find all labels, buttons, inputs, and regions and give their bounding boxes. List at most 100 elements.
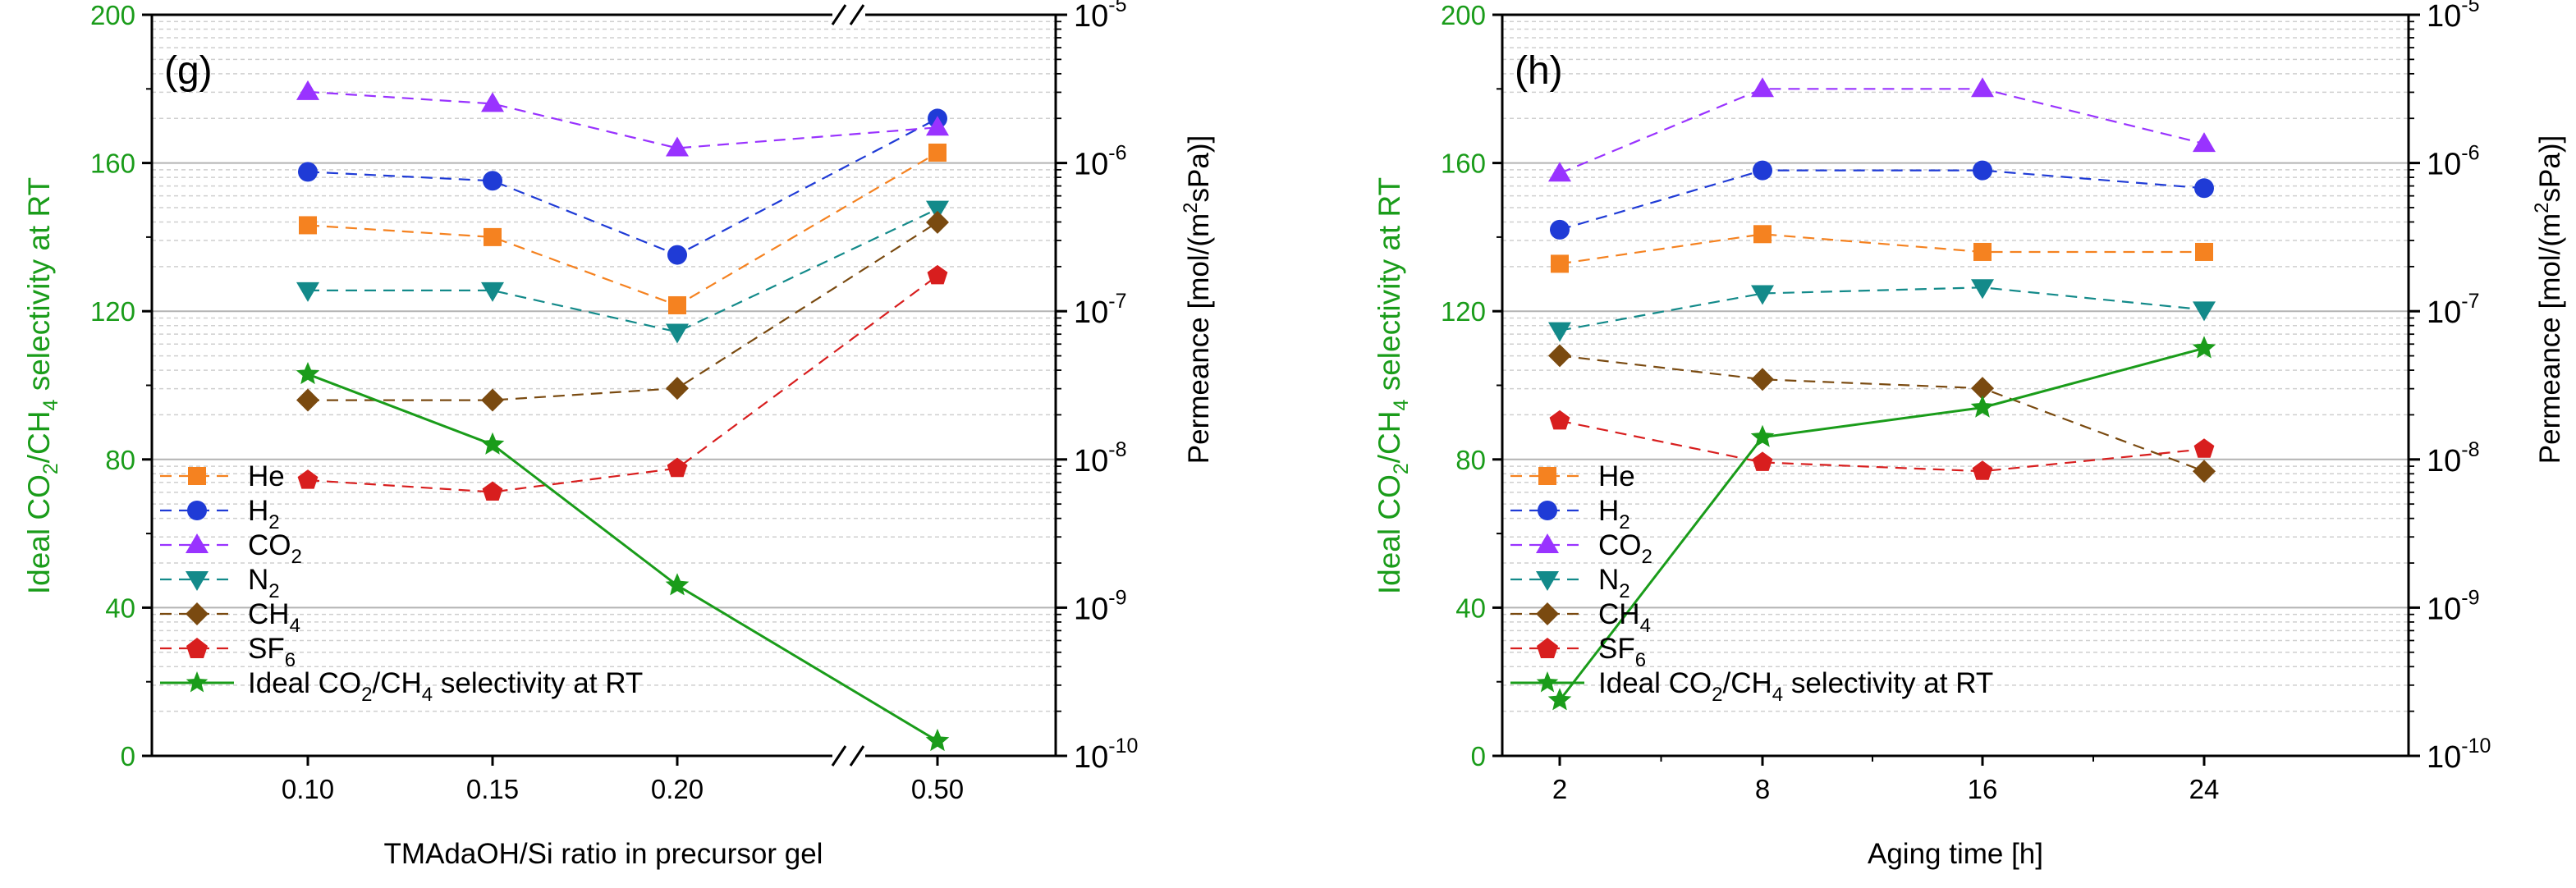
legend-entry-h2: H2 xyxy=(160,495,280,533)
point-n2 xyxy=(296,282,319,302)
point-ch4 xyxy=(1548,344,1571,368)
right-tick-label: 10-6 xyxy=(2427,142,2480,182)
point-ch4 xyxy=(1751,368,1774,391)
legend-entry-h2: H2 xyxy=(1510,495,1630,533)
point-h2 xyxy=(2194,178,2214,199)
point-co2 xyxy=(926,116,949,136)
x-ticks-h: 2 8 16 24 xyxy=(1552,756,2220,804)
legend-entry-selectivity: Ideal CO2/CH4 selectivity at RT xyxy=(160,667,643,706)
point-ideal-co2-ch4-selectivity-at-rt xyxy=(1750,424,1775,447)
series-line-ideal-co2-ch4-selectivity-at-rt xyxy=(307,373,938,743)
plot-frame-g xyxy=(150,13,1057,758)
x-tick-label: 24 xyxy=(2189,774,2220,804)
point-he xyxy=(1973,242,1992,261)
right-tick-label: 10-10 xyxy=(2427,735,2491,775)
left-ticks-h: 0 40 80 120 160 200 xyxy=(1441,0,1502,771)
point-h2 xyxy=(1973,160,1992,181)
right-tick-label-exp: -5 xyxy=(2461,0,2479,16)
point-h2 xyxy=(667,245,687,265)
svg-text:N2: N2 xyxy=(248,564,280,602)
ylabel-left-h: Ideal CO2/CH4 selectivity at RT xyxy=(1373,177,1413,594)
series-line-n2 xyxy=(1559,286,2205,332)
series-line-sf6 xyxy=(1559,419,2205,473)
right-tick-label-exp: -10 xyxy=(1108,735,1138,758)
legend-entry-sf6: SF6 xyxy=(1510,633,1646,671)
svg-text:H2: H2 xyxy=(248,495,280,533)
right-tick-label: 10-7 xyxy=(1074,290,1127,330)
right-tick-label: 10-8 xyxy=(2427,438,2480,478)
left-tick-label: 0 xyxy=(1471,741,1486,771)
left-tick-label: 80 xyxy=(105,445,135,475)
legend-entry-co2: CO2 xyxy=(160,529,302,568)
right-tick-label-base: 10 xyxy=(2427,295,2461,330)
xlabel-g: TMAdaOH/Si ratio in precursor gel xyxy=(384,838,823,870)
right-tick-label-exp: -7 xyxy=(2461,290,2479,313)
series-line-co2 xyxy=(307,90,938,149)
ylabel-left-g: Ideal CO2/CH4 selectivity at RT xyxy=(22,177,62,594)
svg-text:CH4: CH4 xyxy=(248,598,300,637)
left-tick-label: 40 xyxy=(105,593,135,623)
legend-entry-ch4: CH4 xyxy=(160,598,300,637)
right-tick-label-exp: -9 xyxy=(2461,586,2479,609)
point-ideal-co2-ch4-selectivity-at-rt xyxy=(480,432,505,455)
point-he xyxy=(299,216,317,235)
series-line-ideal-co2-ch4-selectivity-at-rt xyxy=(1558,346,2205,702)
xlabel-h: Aging time [h] xyxy=(1868,838,2043,870)
point-ch4 xyxy=(666,377,689,401)
point-ideal-co2-ch4-selectivity-at-rt xyxy=(1547,688,1572,711)
right-tick-label: 10-5 xyxy=(2427,0,2480,34)
series-line-h2 xyxy=(307,117,938,256)
right-tick-label-base: 10 xyxy=(1074,148,1108,182)
point-ideal-co2-ch4-selectivity-at-rt xyxy=(1970,395,1995,418)
x-tick-label: 0.20 xyxy=(651,774,704,804)
left-tick-label: 200 xyxy=(90,0,135,30)
right-tick-label: 10-9 xyxy=(1074,586,1127,626)
legend-entry-n2: N2 xyxy=(160,564,280,602)
panel-label-g: (g) xyxy=(164,49,213,93)
right-tick-label: 10-5 xyxy=(1074,0,1127,34)
point-co2 xyxy=(1548,162,1571,182)
right-tick-label: 10-10 xyxy=(1074,735,1138,775)
left-tick-label: 120 xyxy=(1441,296,1486,327)
point-ch4 xyxy=(926,210,949,234)
svg-text:CO2: CO2 xyxy=(248,529,302,568)
point-h2 xyxy=(1550,219,1570,240)
point-h2 xyxy=(298,162,318,182)
right-tick-label-base: 10 xyxy=(2427,148,2461,182)
point-co2 xyxy=(296,80,319,100)
x-tick-label: 2 xyxy=(1552,774,1567,804)
series-line-ch4 xyxy=(1559,355,2205,473)
legend-g: He H2 CO2 N2 CH4 xyxy=(160,460,643,706)
x-tick-label: 0.10 xyxy=(282,774,334,804)
point-n2 xyxy=(666,323,689,344)
point-sf6 xyxy=(1752,451,1773,471)
svg-text:H2: H2 xyxy=(1598,495,1630,533)
point-sf6 xyxy=(482,481,503,501)
point-co2 xyxy=(481,92,504,112)
point-sf6 xyxy=(297,469,319,489)
right-tick-label-exp: -6 xyxy=(1108,142,1126,165)
point-n2 xyxy=(1971,279,1994,300)
right-tick-label-exp: -6 xyxy=(2461,142,2479,165)
left-tick-label: 120 xyxy=(90,296,135,327)
grid-g xyxy=(152,14,1056,757)
right-tick-label-base: 10 xyxy=(1074,295,1108,330)
svg-text:CH4: CH4 xyxy=(1598,598,1651,637)
axis-break-top-g xyxy=(831,3,865,26)
svg-text:He: He xyxy=(248,460,285,492)
point-he xyxy=(668,295,686,314)
svg-text:SF6: SF6 xyxy=(248,633,296,671)
point-ch4 xyxy=(2193,460,2216,483)
point-he xyxy=(1551,254,1569,273)
point-n2 xyxy=(926,200,949,221)
right-tick-label-exp: -8 xyxy=(1108,438,1126,461)
series-line-h2 xyxy=(1559,169,2205,231)
point-he xyxy=(484,227,502,246)
right-tick-label: 10-8 xyxy=(1074,438,1127,478)
point-n2 xyxy=(481,282,504,302)
point-he xyxy=(928,143,947,162)
point-he xyxy=(1753,225,1772,244)
